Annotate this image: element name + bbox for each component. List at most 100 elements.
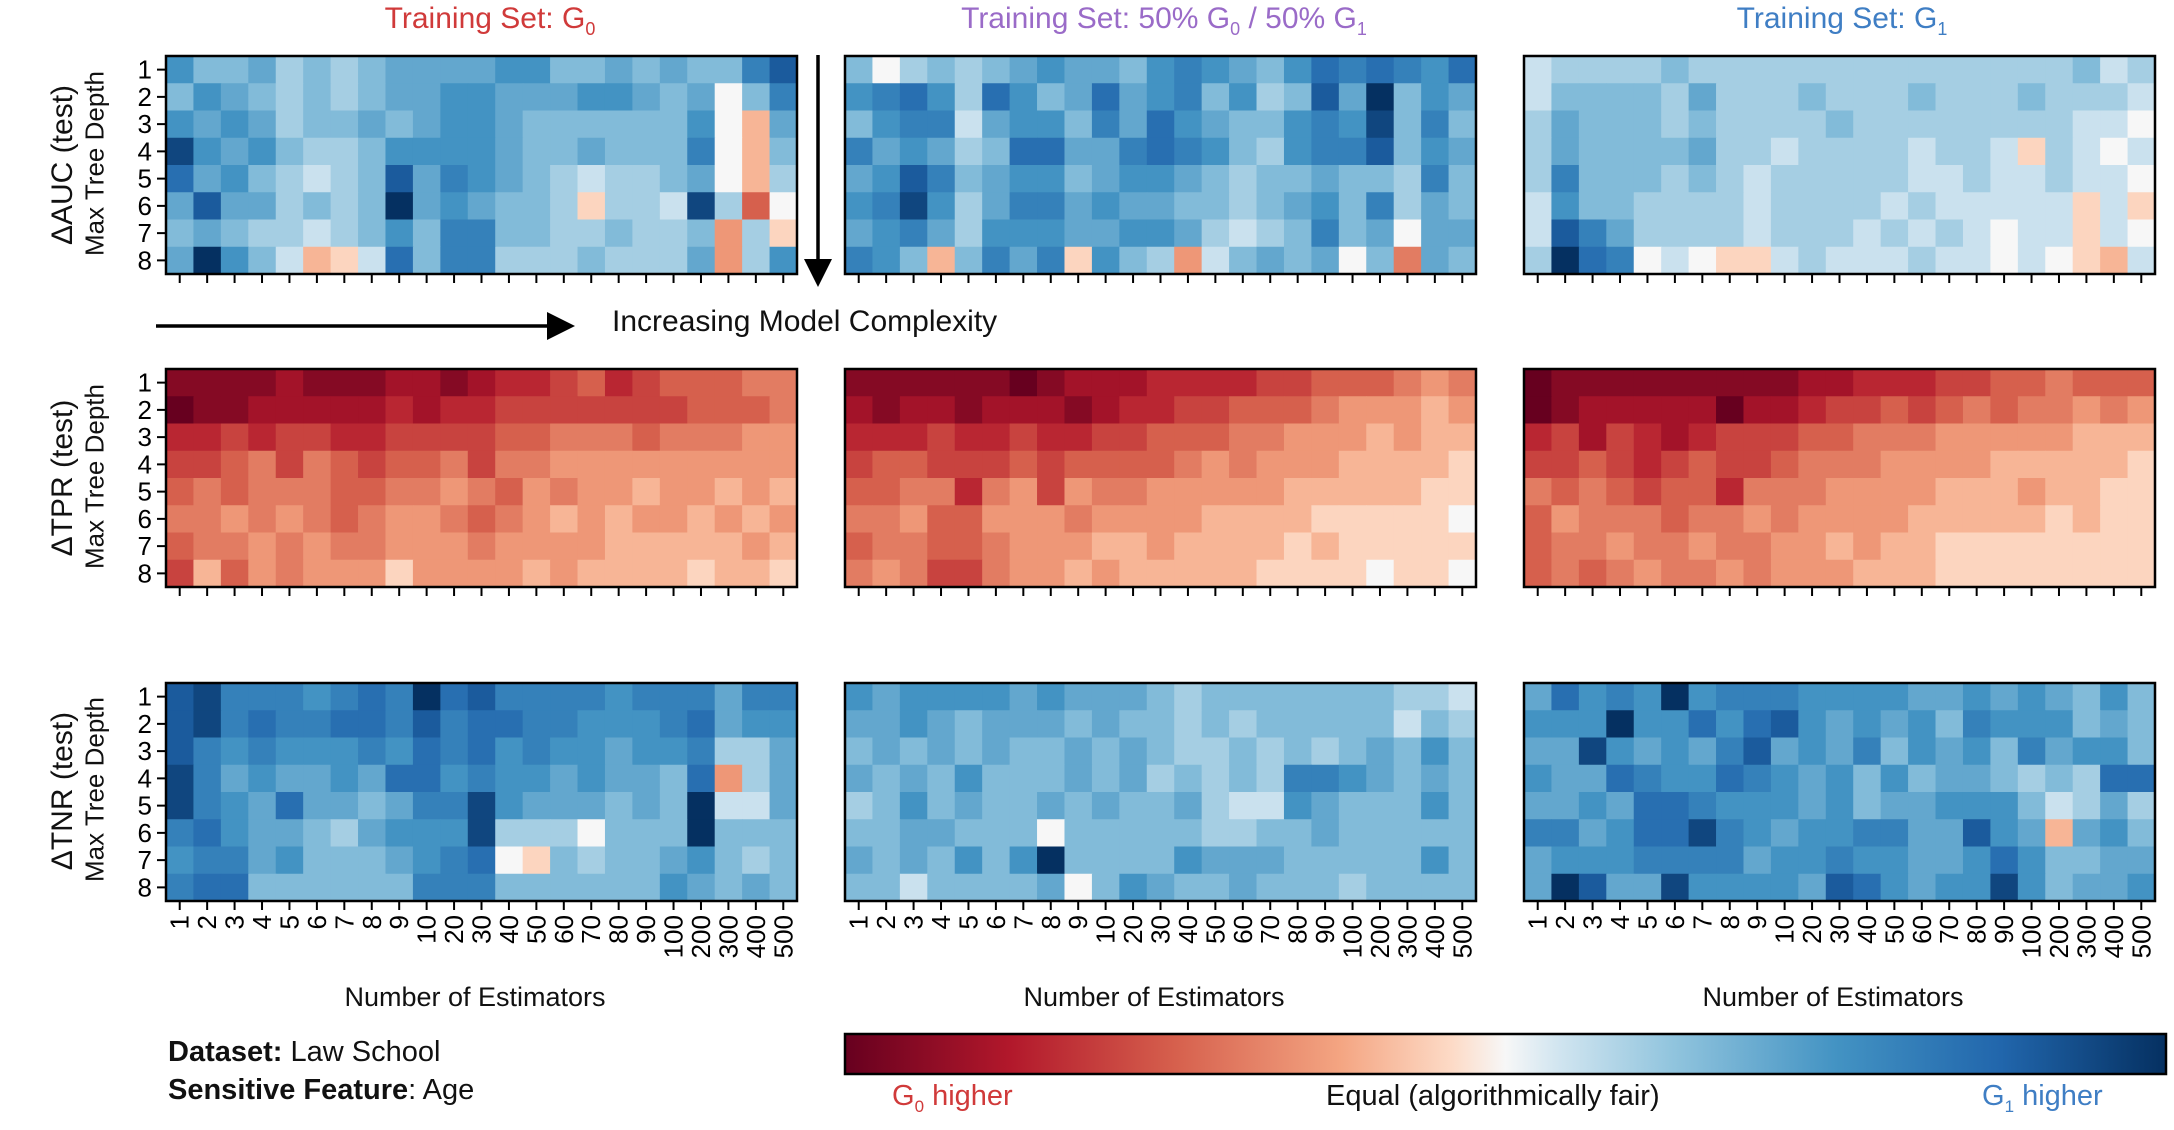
heatmap-cell [1935, 219, 1964, 248]
heatmap-cell [577, 532, 606, 561]
heatmap-cell [1908, 710, 1937, 739]
heatmap-cell [1551, 505, 1580, 534]
heatmap-cell [1146, 873, 1175, 902]
heatmap-cell [2072, 192, 2101, 221]
heatmap-cell [1256, 192, 1285, 221]
heatmap-cell [1283, 559, 1312, 588]
heatmap-cell [412, 819, 441, 848]
x-tick-label: 300 [713, 915, 743, 958]
heatmap-cell [550, 219, 579, 248]
heatmap-cell [1853, 737, 1882, 766]
heatmap-cell [1311, 819, 1340, 848]
heatmap-cell [1962, 764, 1991, 793]
heatmap-cell [1201, 873, 1230, 902]
heatmap-cell [1716, 56, 1745, 84]
heatmap-cell [166, 450, 195, 479]
heatmap-cell [1935, 478, 1964, 506]
heatmap-cell [467, 219, 496, 248]
x-tick-label: 8 [1715, 915, 1745, 929]
heatmap-cell [166, 792, 195, 820]
heatmap-cell [1578, 478, 1607, 506]
heatmap-cell [1037, 83, 1066, 112]
heatmap-cell [358, 83, 387, 112]
heatmap-cell [1338, 710, 1367, 739]
heatmap-cell [1146, 137, 1175, 166]
heatmap-cell [166, 710, 195, 739]
heatmap-cell [1421, 219, 1450, 248]
heatmap-cell [659, 165, 688, 193]
column-title-mixed-suffix: / 50% G [1240, 2, 1357, 35]
heatmap-cell [954, 819, 983, 848]
heatmap-cell [550, 110, 579, 139]
heatmap-cell [1174, 559, 1203, 588]
heatmap-cell [845, 246, 874, 275]
heatmap-cell [1962, 532, 1991, 561]
heatmap-cell [1661, 559, 1690, 588]
x-tick-label: 400 [741, 915, 771, 958]
heatmap-cell [1448, 873, 1477, 902]
heatmap-cell [1146, 165, 1175, 193]
heatmap-cell [1524, 423, 1553, 452]
heatmap-cell [495, 396, 524, 425]
heatmap-cell [1798, 846, 1827, 875]
heatmap-cell [166, 56, 195, 84]
heatmap-cell [845, 873, 874, 902]
heatmap-cell [2017, 396, 2046, 425]
heatmap-cell [1990, 396, 2019, 425]
heatmap-cell [927, 137, 956, 166]
heatmap-cell [1770, 165, 1799, 193]
heatmap-cell [275, 137, 304, 166]
heatmap-cell [2127, 819, 2156, 848]
heatmap-cell [927, 450, 956, 479]
heatmap-cell [2072, 846, 2101, 875]
heatmap-cell [1201, 246, 1230, 275]
heatmap-cell [1338, 737, 1367, 766]
x-tick-label: 80 [1962, 915, 1992, 944]
heatmap-cell [1853, 873, 1882, 902]
heatmap-cell [522, 165, 551, 193]
heatmap-cell [687, 792, 716, 820]
heatmap-cell [604, 369, 633, 397]
x-tick-label: 50 [1879, 915, 1909, 944]
heatmap-cell [358, 505, 387, 534]
heatmap-cell [1825, 846, 1854, 875]
heatmap-cell [1037, 396, 1066, 425]
heatmap-cell [899, 110, 928, 139]
heatmap-cell [1393, 56, 1422, 84]
heatmap-cell [1091, 559, 1120, 588]
heatmap-cell [1119, 110, 1148, 139]
x-tick-label: 4 [926, 915, 956, 929]
heatmap-cell [1661, 137, 1690, 166]
heatmap-cell [742, 83, 771, 112]
heatmap-cell [632, 137, 661, 166]
heatmap-cell [412, 532, 441, 561]
heatmap-cell [1551, 192, 1580, 221]
heatmap-cell [1338, 450, 1367, 479]
heatmap-cell [2045, 819, 2074, 848]
heatmap-cell [1743, 192, 1772, 221]
heatmap-cell [899, 764, 928, 793]
heatmap-cell [1551, 396, 1580, 425]
heatmap-cell [927, 192, 956, 221]
heatmap-cell [1448, 137, 1477, 166]
heatmap-cell [166, 246, 195, 275]
heatmap-cell [2127, 83, 2156, 112]
x-tick-label: 200 [686, 915, 716, 958]
heatmap-cell [632, 396, 661, 425]
heatmap-cell [495, 478, 524, 506]
heatmap-cell [1311, 83, 1340, 112]
heatmap-cell [1174, 137, 1203, 166]
heatmap-cell [1688, 532, 1717, 561]
heatmap-cell [330, 423, 359, 452]
colorbar-left-suffix: higher [924, 1080, 1013, 1112]
heatmap-cell [1119, 532, 1148, 561]
heatmap-cell [1633, 110, 1662, 139]
heatmap-cell [1229, 192, 1258, 221]
heatmap-cell [769, 423, 798, 452]
heatmap-cell [248, 559, 277, 588]
heatmap-cell [1064, 559, 1093, 588]
heatmap-cell [1908, 369, 1937, 397]
heatmap-cell [899, 846, 928, 875]
heatmap-cell [193, 450, 222, 479]
heatmap-cell [769, 846, 798, 875]
